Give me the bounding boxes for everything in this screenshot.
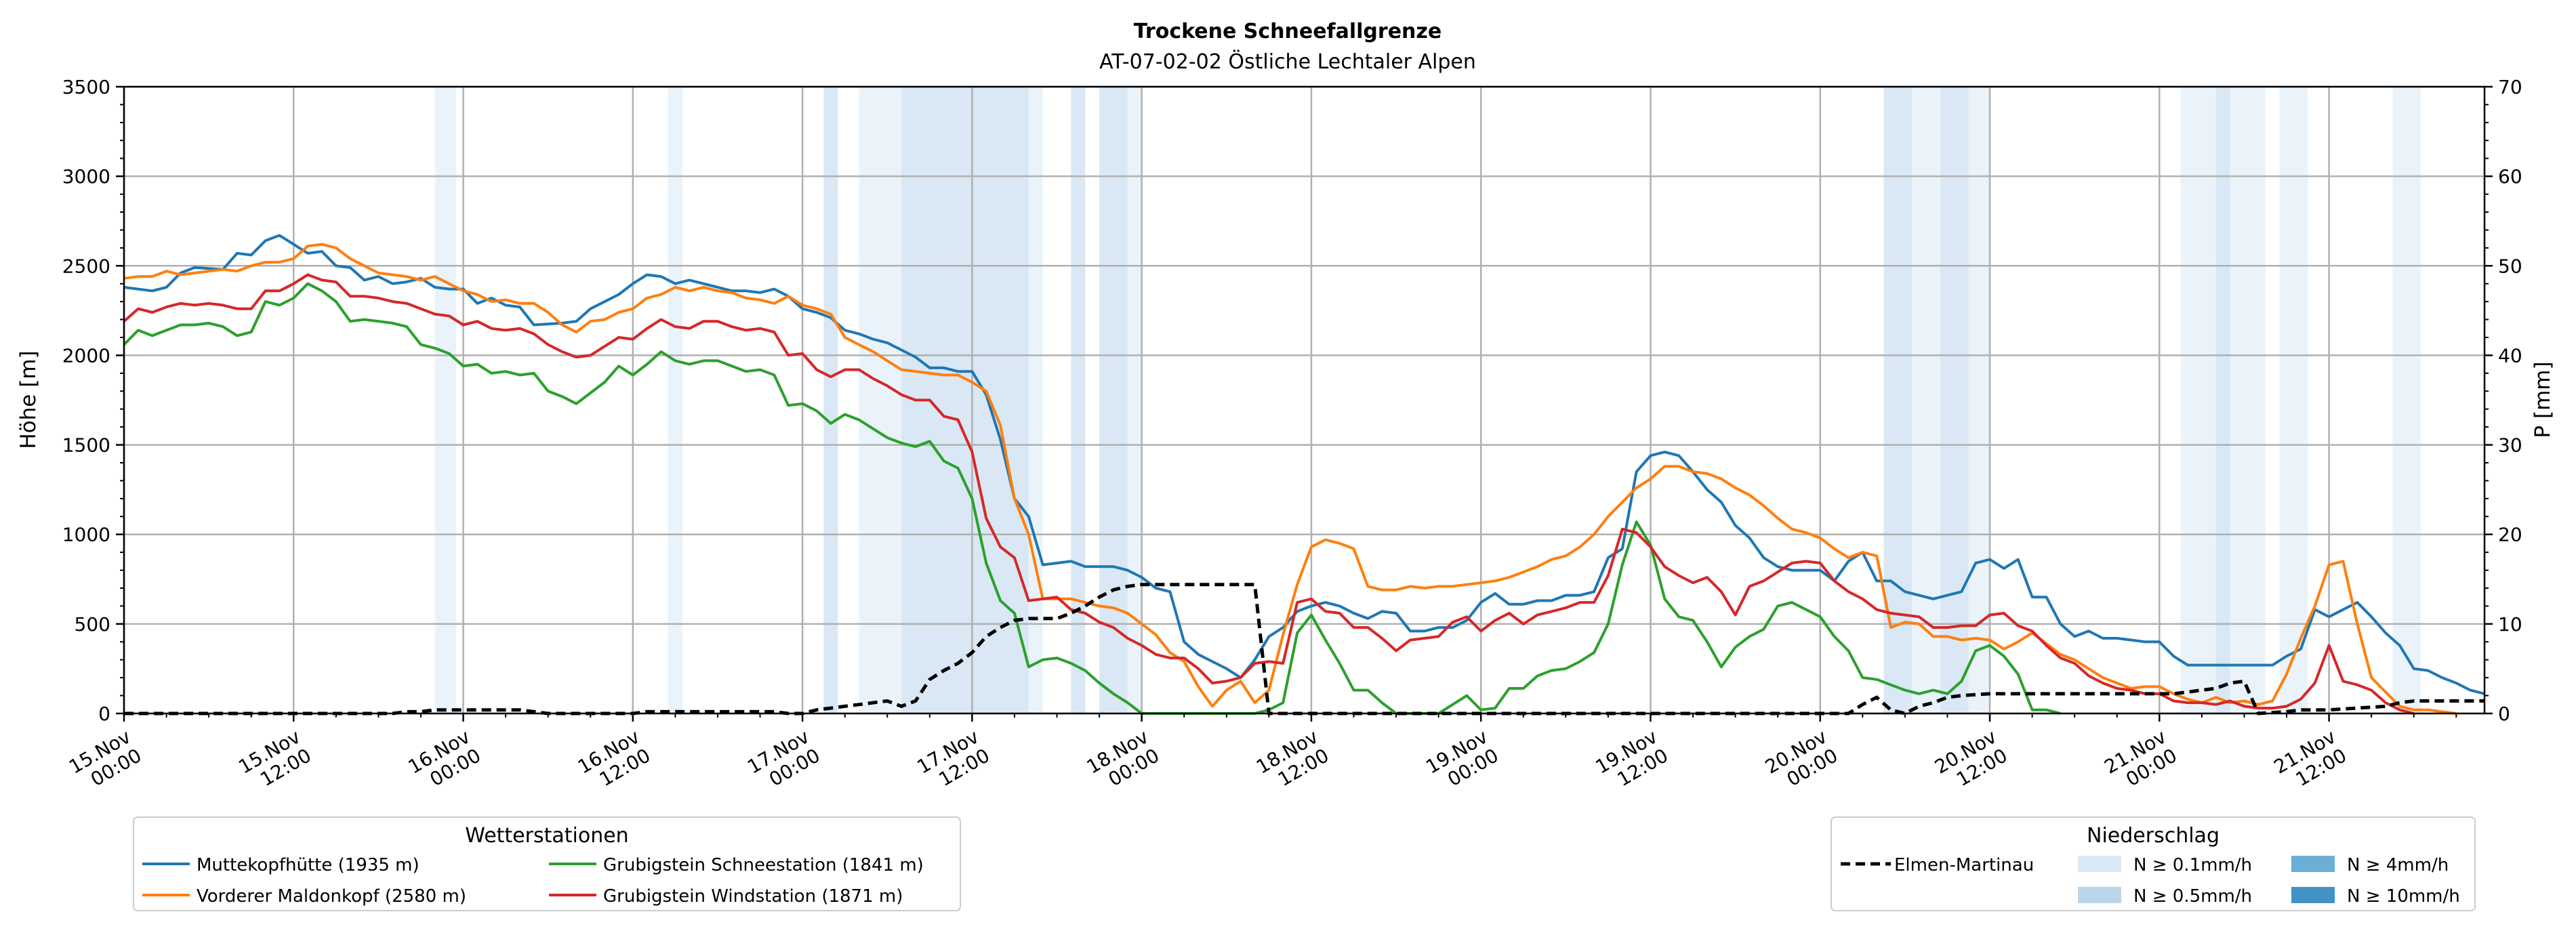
precipitation-bands (434, 87, 2421, 713)
x-tick-label: 17.Nov00:00 (743, 725, 823, 797)
x-tick-label: 17.Nov12:00 (913, 725, 993, 797)
legend-precip-swatch (2078, 856, 2121, 872)
x-tick-label: 19.Nov12:00 (1592, 725, 1672, 797)
y2-tick-label: 60 (2498, 165, 2522, 188)
x-tick-label: 19.Nov00:00 (1422, 725, 1502, 797)
y-tick-label: 500 (75, 613, 110, 636)
x-tick-label: 21.Nov12:00 (2270, 725, 2350, 797)
precip-band (2230, 87, 2266, 713)
series-line-1 (123, 234, 2485, 695)
precip-band (434, 87, 457, 713)
precip-band (2392, 87, 2421, 713)
y2-tick-label: 20 (2498, 524, 2522, 546)
precip-band (1099, 87, 1128, 713)
legend-station-label: Vorderer Maldonkopf (2580 m) (197, 886, 466, 907)
plot-frame (123, 85, 2486, 715)
grid-lines (123, 85, 2485, 715)
legend-precip-label: N ≥ 0.5mm/h (2133, 886, 2252, 907)
series-line-4 (123, 273, 2415, 715)
legend-precip-swatch (2291, 856, 2335, 872)
x-tick-label: 15.Nov12:00 (234, 725, 314, 797)
chart-subtitle: AT-07-02-02 Östliche Lechtaler Alpen (1099, 49, 1476, 74)
x-axis: 15.Nov00:00 15.Nov12:00 16.Nov00:00 16.Nov1… (65, 713, 2457, 797)
legend-station-label: Grubigstein Schneestation (1841 m) (603, 855, 924, 875)
legend-stations-title: Wetterstationen (465, 824, 628, 848)
legend-station-label: Muttekopfhütte (1935 m) (197, 855, 420, 875)
legend-precip-label: N ≥ 0.1mm/h (2133, 855, 2252, 875)
y-tick-label: 3500 (62, 76, 110, 98)
precip-band (1940, 87, 1969, 713)
y2-tick-label: 30 (2498, 434, 2522, 457)
legend-stations: Wetterstationen Muttekopfhütte (1935 m) V… (133, 816, 961, 911)
legend-precip-title: Niederschlag (2087, 824, 2220, 848)
y-tick-label: 2500 (62, 255, 110, 277)
left-axis: 0 500 1000 1500 2000 2500 3000 3500 (62, 76, 124, 725)
legend-precip-swatch (2078, 887, 2121, 903)
legend-stations-box (133, 816, 961, 911)
x-tick-label: 16.Nov12:00 (574, 725, 654, 797)
chart-title: Trockene Schneefallgrenze (1134, 20, 1442, 43)
legend-elmen-martinau-label: Elmen-Martinau (1894, 855, 2034, 875)
x-tick-label: 18.Nov12:00 (1252, 725, 1332, 797)
series-line-2 (123, 243, 2457, 715)
y-tick-label: 3000 (62, 165, 110, 188)
y2-tick-label: 50 (2498, 255, 2522, 277)
y-tick-label: 1500 (62, 434, 110, 457)
series-line-3 (123, 282, 2061, 715)
precip-band (1071, 87, 1086, 713)
precip-band (668, 87, 682, 713)
y-tick-label: 2000 (62, 344, 110, 367)
legend-precip: Niederschlag Elmen-Martinau N ≥ 0.1mm/h N… (1831, 816, 2476, 911)
legend-precip-swatch (2291, 887, 2335, 903)
y2-tick-label: 10 (2498, 613, 2522, 636)
y2-tick-label: 0 (2498, 703, 2510, 725)
precip-band (2215, 87, 2230, 713)
x-tick-label: 20.Nov00:00 (1761, 725, 1841, 797)
legend-station-label: Grubigstein Windstation (1871 m) (603, 886, 903, 907)
x-tick-label: 20.Nov12:00 (1931, 725, 2011, 797)
right-axis: 0 10 20 30 40 50 60 70 (2485, 76, 2522, 725)
precip-band (2279, 87, 2308, 713)
y2-tick-label: 40 (2498, 344, 2522, 367)
y2-tick-label: 70 (2498, 76, 2522, 98)
data-lines (123, 234, 2485, 716)
x-tick-label: 16.Nov00:00 (405, 725, 485, 797)
y-axis-label: Höhe [m] (16, 350, 41, 449)
precip-band (859, 87, 902, 713)
y-tick-label: 0 (98, 703, 110, 725)
x-tick-label: 18.Nov00:00 (1083, 725, 1163, 797)
precip-band (2180, 87, 2216, 713)
y-tick-label: 1000 (62, 524, 110, 546)
precip-band (823, 87, 838, 713)
precip-band (1127, 87, 1142, 713)
precip-band (1912, 87, 1941, 713)
series-line-elmen-martinau (124, 583, 2485, 716)
legend-precip-label: N ≥ 4mm/h (2347, 855, 2449, 875)
y2-axis-label: P [mm] (2531, 361, 2555, 438)
precip-band (1968, 87, 1990, 713)
x-tick-label: 21.Nov00:00 (2100, 725, 2180, 797)
x-tick-label: 15.Nov00:00 (65, 725, 145, 797)
legend-precip-label: N ≥ 10mm/h (2347, 886, 2460, 907)
